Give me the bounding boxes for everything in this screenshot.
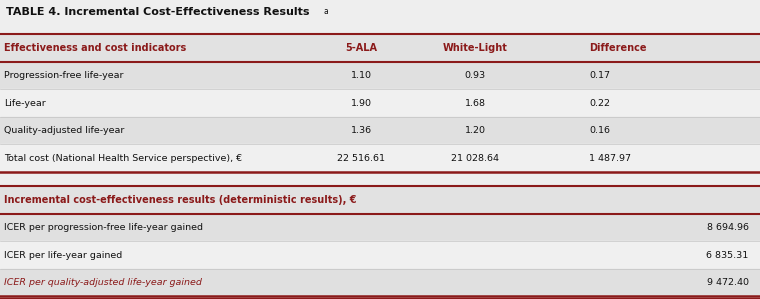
- Bar: [0, 241, 760, 269]
- Bar: [0, 34, 760, 62]
- Text: Total cost (National Health Service perspective), €: Total cost (National Health Service pers…: [4, 154, 242, 163]
- Text: 6 835.31: 6 835.31: [706, 251, 749, 260]
- Text: 1.90: 1.90: [350, 99, 372, 108]
- Text: ICER per life-year gained: ICER per life-year gained: [4, 251, 122, 260]
- Bar: [0, 214, 760, 241]
- Text: Difference: Difference: [589, 43, 647, 53]
- Bar: [0, 298, 760, 299]
- Bar: [0, 186, 760, 214]
- Text: 0.17: 0.17: [589, 71, 610, 80]
- Text: 9 472.40: 9 472.40: [707, 278, 749, 287]
- Text: 1 487.97: 1 487.97: [589, 154, 631, 163]
- Text: ICER per progression-free life-year gained: ICER per progression-free life-year gain…: [4, 223, 203, 232]
- Bar: [0, 269, 760, 296]
- Text: 1.36: 1.36: [350, 126, 372, 135]
- Text: Life-year: Life-year: [4, 99, 46, 108]
- Text: 1.20: 1.20: [464, 126, 486, 135]
- Text: TABLE 4. Incremental Cost-Effectiveness Results: TABLE 4. Incremental Cost-Effectiveness …: [6, 7, 309, 17]
- Text: White-Light: White-Light: [442, 43, 508, 53]
- Text: 1.10: 1.10: [350, 71, 372, 80]
- Text: ICER per quality-adjusted life-year gained: ICER per quality-adjusted life-year gain…: [4, 278, 201, 287]
- Text: a: a: [323, 7, 328, 16]
- Bar: [0, 117, 760, 144]
- Text: Quality-adjusted life-year: Quality-adjusted life-year: [4, 126, 124, 135]
- Bar: [0, 89, 760, 117]
- Text: Incremental cost-effectiveness results (deterministic results), €: Incremental cost-effectiveness results (…: [4, 195, 356, 205]
- Text: 0.22: 0.22: [589, 99, 610, 108]
- Text: 5-ALA: 5-ALA: [345, 43, 377, 53]
- Bar: [0, 62, 760, 89]
- Text: 0.93: 0.93: [464, 71, 486, 80]
- Text: Effectiveness and cost indicators: Effectiveness and cost indicators: [4, 43, 186, 53]
- Text: 22 516.61: 22 516.61: [337, 154, 385, 163]
- Text: 21 028.64: 21 028.64: [451, 154, 499, 163]
- Text: 1.68: 1.68: [464, 99, 486, 108]
- Text: 8 694.96: 8 694.96: [707, 223, 749, 232]
- Text: Progression-free life-year: Progression-free life-year: [4, 71, 123, 80]
- Bar: [0, 144, 760, 172]
- Text: 0.16: 0.16: [589, 126, 610, 135]
